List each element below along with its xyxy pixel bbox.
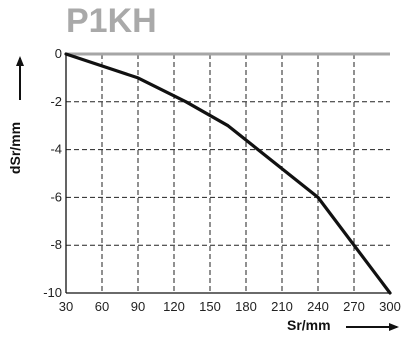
tick-labels: 30 60 90 120 150 180 210 240 270 300 0 -2 -4 -6 -8 -10 bbox=[43, 46, 401, 314]
x-tick-label-210: 210 bbox=[271, 299, 293, 314]
x-axis-label: Sr/mm bbox=[287, 317, 331, 333]
series bbox=[64, 52, 392, 295]
x-tick-label-90: 90 bbox=[131, 299, 145, 314]
series-line-0 bbox=[64, 52, 392, 295]
y-tick-label--10: -10 bbox=[43, 285, 62, 300]
y-axis-title: dSr/mm bbox=[7, 56, 24, 174]
y-axis-label: dSr/mm bbox=[7, 122, 23, 174]
y-tick-label--6: -6 bbox=[50, 189, 62, 204]
y-tick-label--8: -8 bbox=[50, 237, 62, 252]
x-tick-label-300: 300 bbox=[379, 299, 401, 314]
y-tick-label--2: -2 bbox=[50, 94, 62, 109]
grid bbox=[66, 54, 390, 294]
y-tick-label-0: 0 bbox=[55, 46, 62, 61]
chart-title: P1KH bbox=[66, 2, 157, 40]
x-tick-label-150: 150 bbox=[199, 299, 221, 314]
x-tick-label-30: 30 bbox=[59, 299, 73, 314]
x-tick-label-120: 120 bbox=[163, 299, 185, 314]
y-tick-label--4: -4 bbox=[50, 142, 62, 157]
x-tick-label-180: 180 bbox=[235, 299, 257, 314]
x-tick-label-270: 270 bbox=[343, 299, 365, 314]
x-axis-title: Sr/mm bbox=[287, 317, 399, 333]
plot-frame bbox=[65, 52, 390, 294]
x-tick-label-240: 240 bbox=[307, 299, 329, 314]
x-tick-label-60: 60 bbox=[95, 299, 109, 314]
